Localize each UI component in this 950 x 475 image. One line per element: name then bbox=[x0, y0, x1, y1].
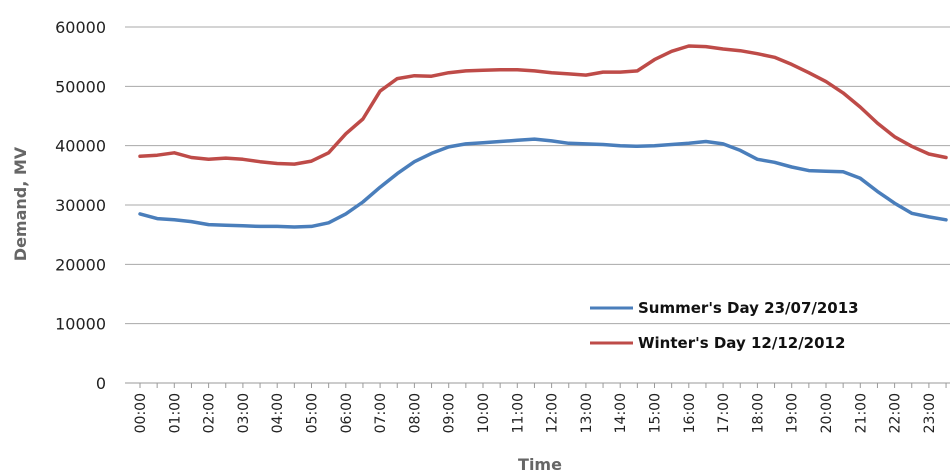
x-tick-label: 23:00 bbox=[922, 393, 938, 433]
x-tick-label: 20:00 bbox=[819, 393, 835, 433]
x-tick-label: 03:00 bbox=[236, 393, 252, 433]
y-tick-label: 0 bbox=[96, 374, 106, 393]
x-tick-label: 09:00 bbox=[442, 393, 458, 433]
x-tick-label: 04:00 bbox=[270, 393, 286, 433]
x-tick-label: 00:00 bbox=[133, 393, 149, 433]
x-tick-label: 17:00 bbox=[716, 393, 732, 433]
x-tick-label: 12:00 bbox=[545, 393, 561, 433]
x-tick-label: 02:00 bbox=[202, 393, 218, 433]
x-tick-label: 18:00 bbox=[750, 393, 766, 433]
y-tick-label: 60000 bbox=[55, 18, 106, 37]
series-line-summer bbox=[138, 137, 948, 229]
x-tick-label: 13:00 bbox=[579, 393, 595, 433]
series-lines bbox=[138, 44, 948, 229]
x-tick-label: 10:00 bbox=[476, 393, 492, 433]
y-tick-label: 10000 bbox=[55, 315, 106, 334]
series-line-winter bbox=[138, 44, 948, 166]
y-tick-label: 40000 bbox=[55, 137, 106, 156]
y-tick-label: 30000 bbox=[55, 196, 106, 215]
y-axis-title: Demand, MV bbox=[11, 146, 30, 261]
x-axis-ticks bbox=[139, 383, 947, 388]
legend-label-summer: Summer's Day 23/07/2013 bbox=[638, 299, 859, 317]
x-tick-label: 06:00 bbox=[339, 393, 355, 433]
x-tick-label: 08:00 bbox=[407, 393, 423, 433]
x-tick-label: 19:00 bbox=[785, 393, 801, 433]
x-tick-label: 11:00 bbox=[510, 393, 526, 433]
x-tick-label: 15:00 bbox=[648, 393, 664, 433]
legend: Summer's Day 23/07/2013 Winter's Day 12/… bbox=[590, 299, 859, 352]
y-axis-tick-labels: 0 10000 20000 30000 40000 50000 60000 bbox=[55, 18, 106, 393]
x-tick-label: 01:00 bbox=[167, 393, 183, 433]
legend-label-winter: Winter's Day 12/12/2012 bbox=[638, 334, 845, 352]
grid-lines bbox=[125, 26, 950, 325]
x-tick-label: 16:00 bbox=[682, 393, 698, 433]
x-axis-title: Time bbox=[518, 455, 562, 474]
x-tick-label: 05:00 bbox=[305, 393, 321, 433]
x-tick-label: 07:00 bbox=[373, 393, 389, 433]
x-tick-label: 14:00 bbox=[613, 393, 629, 433]
x-tick-label: 21:00 bbox=[853, 393, 869, 433]
y-tick-label: 50000 bbox=[55, 77, 106, 96]
y-tick-label: 20000 bbox=[55, 255, 106, 274]
x-axis-tick-labels: 00:00 01:00 02:00 03:00 04:00 05:00 06:00 07:00… bbox=[133, 393, 938, 433]
x-tick-label: 22:00 bbox=[888, 393, 904, 433]
